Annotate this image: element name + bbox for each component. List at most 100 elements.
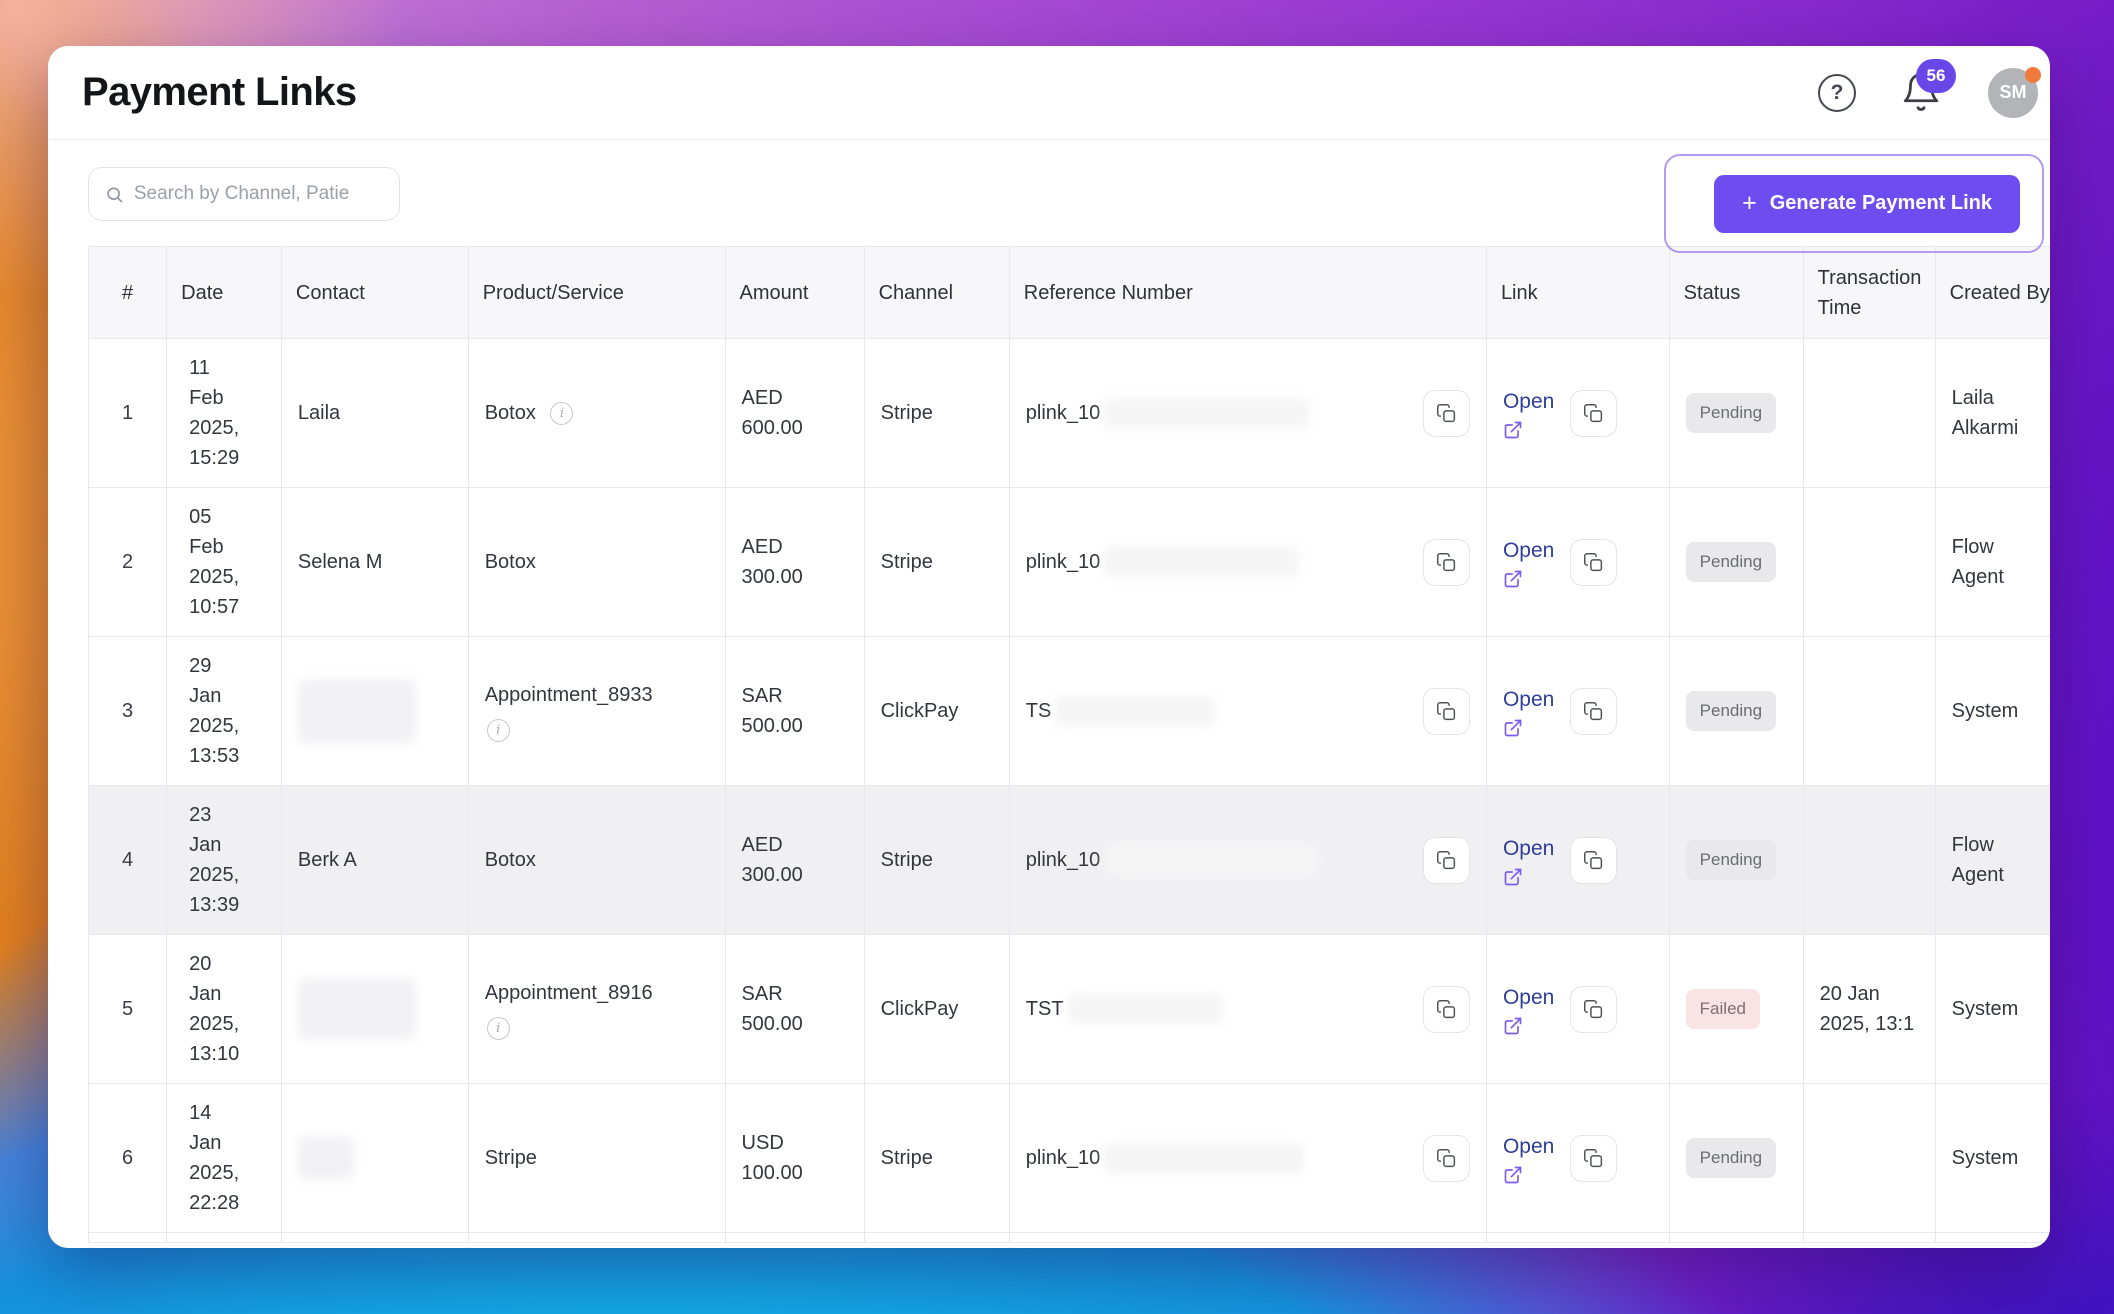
date-cell: 23 Jan 2025, 13:39 [166,785,282,935]
row-number: 2 [88,487,168,637]
reference-prefix: plink_10 [1025,849,1101,871]
copy-icon [1584,701,1603,720]
product-cell: Botox [467,487,726,637]
open-link[interactable]: Open [1503,386,1554,441]
status-badge: Pending [1685,691,1777,731]
column-header: Contact [280,246,469,339]
external-link-icon[interactable] [1503,718,1523,738]
open-link-label[interactable]: Open [1502,389,1555,413]
column-header: Channel [863,246,1010,339]
generate-button-label: Generate Payment Link [1769,192,1992,214]
product-cell: Stripe [467,1083,726,1233]
open-link-label[interactable]: Open [1502,836,1555,860]
link-cell: Open [1485,487,1670,637]
created-by-cell: System [1934,636,2050,786]
copy-link-button[interactable] [1570,836,1618,884]
status-cell: Failed [1668,934,1804,1084]
copy-reference-button[interactable] [1422,538,1470,586]
external-link-icon[interactable] [1503,420,1523,440]
copy-icon [1584,850,1603,869]
contact-cell [280,934,469,1084]
table-row[interactable]: 3 29 Jan 2025, 13:53 Appointment_8933 i … [88,636,2050,786]
status-badge: Pending [1685,840,1777,880]
copy-link-button[interactable] [1570,389,1618,437]
open-link-label[interactable]: Open [1502,985,1555,1009]
table-row[interactable]: 2 05 Feb 2025, 10:57 Selena M Botox AED … [88,487,2050,637]
status-cell: Pending [1668,487,1804,637]
copy-link-button[interactable] [1570,687,1618,735]
search-box[interactable] [88,167,400,221]
info-icon[interactable]: i [550,402,574,426]
search-icon [107,186,123,202]
open-link[interactable]: Open [1503,1131,1554,1186]
reference-redacted [1055,696,1216,726]
reference-redacted [1104,547,1300,577]
avatar[interactable]: SM [1988,66,2041,118]
transaction-time-cell [1802,785,1936,935]
status-cell: Pending [1668,785,1804,935]
copy-reference-button[interactable] [1422,985,1470,1033]
amount-cell: SAR 500.00 [724,636,865,786]
info-icon[interactable]: i [486,719,510,742]
table-row[interactable]: 1 11 Feb 2025, 15:29 Laila Botox i AED 6… [88,338,2050,488]
table-row[interactable]: 4 23 Jan 2025, 13:39 Berk A Botox AED 30… [88,785,2050,935]
copy-icon [1436,701,1456,720]
copy-reference-button[interactable] [1422,389,1470,437]
column-header: # [88,246,168,339]
open-link-label[interactable]: Open [1502,538,1555,562]
reference-prefix: plink_10 [1025,551,1101,573]
help-icon[interactable]: ? [1818,73,1856,112]
product-cell: Appointment_8916 i [467,934,726,1084]
row-number: 6 [88,1083,168,1233]
copy-icon [1436,850,1456,869]
amount-cell: SAR 500.00 [724,934,865,1084]
open-link[interactable]: Open [1503,535,1554,590]
status-badge: Pending [1685,542,1777,582]
copy-reference-button[interactable] [1422,1134,1470,1182]
contact-text: Selena M [297,551,383,573]
page-title: Payment Links [82,70,357,114]
external-link-icon[interactable] [1503,569,1523,589]
plus-icon: + [1742,189,1757,217]
product-name: Appointment_8916 [484,982,653,1004]
reference-cell: plink_10 [1008,1083,1487,1233]
reference-cell: TST [1008,934,1487,1084]
status-badge: Failed [1685,989,1760,1029]
copy-icon [1584,552,1603,571]
table-row[interactable]: 5 20 Jan 2025, 13:10 Appointment_8916 i … [88,934,2050,1084]
channel-cell: ClickPay [863,934,1010,1084]
copy-reference-button[interactable] [1422,836,1470,884]
external-link-icon[interactable] [1503,867,1523,887]
status-badge: Pending [1685,393,1777,433]
copy-link-button[interactable] [1570,985,1618,1033]
copy-icon [1436,552,1456,571]
notifications-button[interactable]: 56 [1900,58,1956,115]
info-icon[interactable]: i [486,1017,510,1040]
copy-link-button[interactable] [1570,538,1618,586]
channel-cell: ClickPay [863,636,1010,786]
reference-cell: plink_10 [1008,487,1487,637]
open-link-label[interactable]: Open [1502,1134,1555,1158]
external-link-icon[interactable] [1503,1165,1523,1185]
copy-icon [1436,1148,1456,1167]
link-cell: Open [1485,636,1670,786]
transaction-time-cell [1802,338,1936,488]
generate-payment-link-button[interactable]: + Generate Payment Link [1714,174,2020,233]
open-link-label[interactable]: Open [1502,687,1555,711]
external-link-icon[interactable] [1503,1016,1523,1036]
header-actions: ? 56 SM [1818,58,2041,118]
contact-text: Berk A [297,849,357,871]
product-name: Appointment_8933 [484,684,653,706]
copy-icon [1584,403,1603,422]
open-link[interactable]: Open [1503,982,1554,1037]
open-link[interactable]: Open [1503,684,1554,739]
search-input[interactable] [133,183,383,205]
status-cell: Pending [1668,338,1804,488]
product-cell: Botox [467,785,726,935]
reference-cell: plink_10 [1008,338,1487,488]
table-row[interactable]: 6 14 Jan 2025, 22:28 Stripe USD 100.00 S… [88,1083,2050,1233]
copy-reference-button[interactable] [1422,687,1470,735]
open-link[interactable]: Open [1503,833,1554,888]
column-header: Date [166,246,282,339]
copy-link-button[interactable] [1570,1134,1618,1182]
